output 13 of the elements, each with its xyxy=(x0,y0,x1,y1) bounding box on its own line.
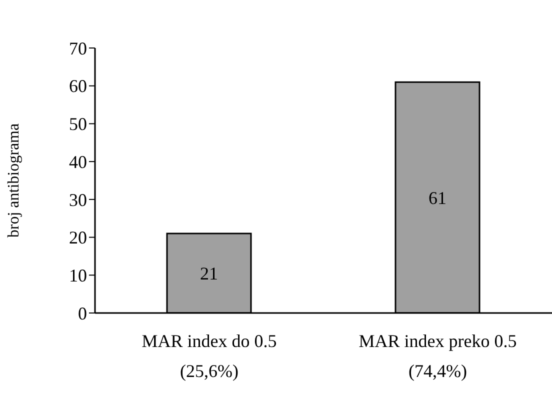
y-tick-label: 0 xyxy=(78,303,87,324)
y-tick-label: 20 xyxy=(69,228,87,248)
x-tick-label: MAR index preko 0.5 (74,4%) xyxy=(358,331,517,381)
y-tick-label: 40 xyxy=(69,152,87,172)
y-tick-label: 30 xyxy=(69,190,87,210)
y-tick-label: 10 xyxy=(69,266,87,286)
x-tick-label: MAR index do 0.5 (25,6%) xyxy=(142,331,277,381)
data-label: 21 xyxy=(200,264,218,284)
y-tick-label: 70 xyxy=(69,38,87,58)
y-axis-title: broj antibiograma xyxy=(6,123,23,238)
y-tick-label: 60 xyxy=(69,76,87,96)
data-label: 61 xyxy=(428,188,446,208)
y-tick-label: 50 xyxy=(69,114,87,134)
